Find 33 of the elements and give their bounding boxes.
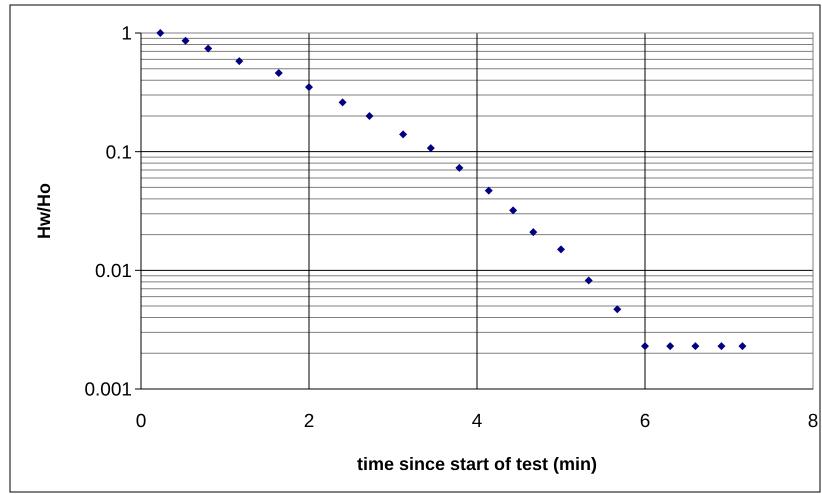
point <box>204 44 212 53</box>
point <box>557 245 565 254</box>
point <box>426 144 435 152</box>
point <box>691 342 700 350</box>
point <box>509 206 518 214</box>
point <box>274 69 283 78</box>
point <box>717 342 726 350</box>
x-tick-label: 6 <box>640 411 650 432</box>
point <box>484 186 493 195</box>
y-tick-label: 0.1 <box>106 142 132 164</box>
point <box>182 36 190 45</box>
x-tick-label: 0 <box>136 411 146 432</box>
point <box>156 29 164 37</box>
x-tick-label: 4 <box>472 411 483 432</box>
point <box>399 130 408 138</box>
y-tick-label: 1 <box>121 24 132 45</box>
x-tick-label: 8 <box>808 411 818 432</box>
point <box>641 342 649 350</box>
x-axis-title: time since start of test (min) <box>356 454 598 474</box>
y-tick-label: 0.01 <box>95 260 132 282</box>
point <box>455 164 464 172</box>
point <box>235 57 244 66</box>
point <box>529 228 538 236</box>
point <box>738 342 746 350</box>
point <box>584 276 593 285</box>
y-tick-label: 0.001 <box>84 380 132 401</box>
point <box>613 305 622 314</box>
point <box>666 342 674 350</box>
x-tick-label: 2 <box>304 411 314 432</box>
point <box>365 112 374 120</box>
point <box>305 83 313 92</box>
point <box>338 98 347 106</box>
y-axis-title: Hw/Ho <box>34 183 54 239</box>
